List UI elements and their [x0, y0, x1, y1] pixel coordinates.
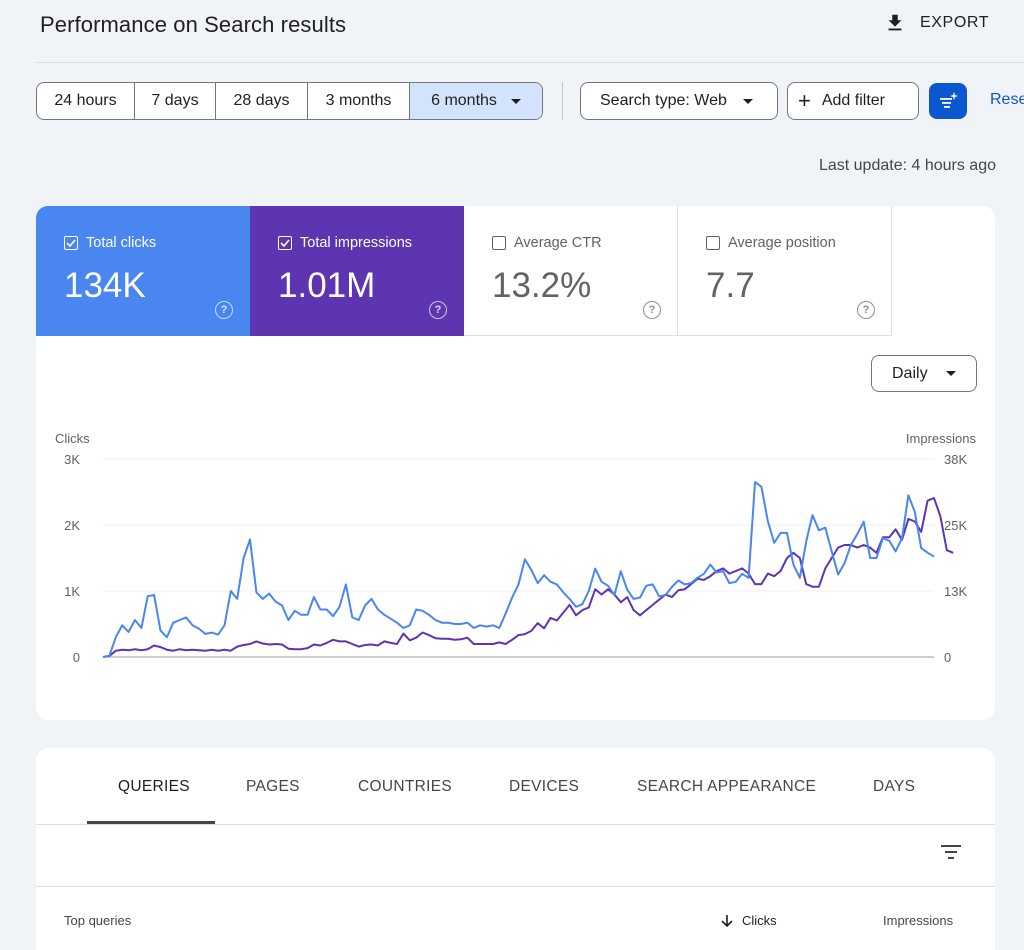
tab-devices[interactable]: DEVICES	[509, 778, 580, 795]
toolbar-divider	[562, 82, 563, 120]
x-tick-label: 12/25/25	[442, 674, 493, 676]
filter-list-icon[interactable]	[940, 843, 962, 861]
x-tick-label: 2/1/26	[692, 674, 728, 676]
help-icon[interactable]: ?	[643, 301, 661, 319]
add-filter-button[interactable]: + Add filter	[787, 82, 919, 120]
metric-label-row: Average position	[706, 235, 836, 251]
date-range-selector: 24 hours 7 days 28 days 3 months 6 month…	[36, 82, 543, 120]
metric-label-row: Total impressions	[278, 235, 412, 251]
checkbox-unchecked-icon[interactable]	[492, 236, 506, 250]
chevron-down-icon	[742, 98, 753, 104]
left-tick-label: 0	[73, 650, 80, 665]
metric-label: Total impressions	[300, 235, 413, 251]
clicks-series-line	[102, 481, 935, 658]
metric-value: 13.2%	[492, 266, 592, 305]
metric-total-clicks[interactable]: Total clicks 134K ?	[36, 206, 250, 336]
plus-icon: +	[798, 88, 811, 113]
ai-filter-button[interactable]	[929, 83, 967, 119]
metric-value: 1.01M	[278, 266, 376, 305]
range-label: 7 days	[151, 92, 199, 109]
performance-card: Total clicks 134K ? Total impressions 1.…	[36, 206, 995, 720]
filter-toolbar: 24 hours 7 days 28 days 3 months 6 month…	[36, 82, 1024, 120]
range-label: 28 days	[233, 92, 290, 109]
right-tick-label: 38K	[944, 452, 967, 467]
chevron-down-icon	[945, 371, 956, 376]
metric-label: Average CTR	[514, 235, 602, 251]
checkbox-unchecked-icon[interactable]	[706, 236, 720, 250]
metric-average-ctr[interactable]: Average CTR 13.2% ?	[464, 206, 678, 336]
column-header-top-queries[interactable]: Top queries	[64, 913, 132, 928]
x-tick-label: 10/29/25	[78, 674, 129, 676]
tab-countries[interactable]: COUNTRIES	[358, 778, 452, 795]
metric-label: Average position	[728, 235, 836, 251]
x-tick-label: 2/20/26	[810, 674, 853, 676]
left-tick-label: 1K	[64, 584, 80, 599]
metric-total-impressions[interactable]: Total impressions 1.01M ?	[250, 206, 464, 336]
active-tab-indicator	[87, 821, 215, 824]
right-tick-label: 13K	[944, 584, 967, 599]
performance-chart: Clicks Impressions 0 0 1K 13K 2K 25K 3K 38K 10/29/…	[55, 431, 977, 676]
tab-queries[interactable]: QUERIES	[118, 778, 190, 795]
help-icon[interactable]: ?	[429, 301, 447, 319]
help-icon[interactable]: ?	[857, 301, 875, 319]
arrow-down-icon	[721, 914, 733, 927]
export-label: EXPORT	[920, 14, 990, 31]
chevron-down-icon	[510, 98, 521, 104]
range-label: 3 months	[325, 92, 392, 109]
add-filter-label: Add filter	[821, 92, 885, 109]
right-tick-label: 0	[944, 650, 951, 665]
export-button[interactable]: EXPORT	[884, 12, 989, 34]
range-7-days[interactable]: 7 days	[135, 83, 216, 119]
page-title: Performance on Search results	[40, 12, 347, 37]
metric-average-position[interactable]: Average position 7.7 ?	[678, 206, 892, 336]
page-header: Performance on Search results EXPORT	[0, 0, 1024, 62]
range-6-months[interactable]: 6 months	[410, 83, 542, 119]
checkbox-checked-icon[interactable]	[278, 236, 292, 250]
tab-search-appearance[interactable]: SEARCH APPEARANCE	[637, 778, 817, 795]
granularity-dropdown[interactable]: Daily	[871, 355, 977, 392]
tabs-divider	[36, 824, 995, 825]
tab-days[interactable]: DAYS	[873, 778, 916, 795]
column-header-clicks[interactable]: Clicks	[720, 913, 777, 928]
column-header-impressions[interactable]: Impressions	[883, 913, 954, 928]
header-divider	[36, 62, 1024, 63]
left-tick-label: 2K	[64, 518, 80, 533]
metric-value: 7.7	[706, 266, 755, 305]
right-tick-label: 25K	[944, 518, 967, 533]
metric-value: 134K	[64, 266, 146, 305]
range-24-hours[interactable]: 24 hours	[37, 83, 135, 119]
search-type-dropdown[interactable]: Search type: Web	[580, 82, 778, 120]
checkbox-checked-icon[interactable]	[64, 236, 78, 250]
impressions-series-line	[102, 497, 954, 658]
right-axis-title: Impressions	[906, 431, 977, 446]
left-tick-label: 3K	[64, 452, 80, 467]
metric-label: Total clicks	[86, 235, 157, 251]
dimension-tabs-card: QUERIES PAGES COUNTRIES DEVICES SEARCH A…	[36, 748, 995, 950]
metric-label-row: Average CTR	[492, 235, 602, 251]
left-axis-title: Clicks	[55, 431, 90, 446]
range-label: 6 months	[431, 92, 497, 109]
x-tick-label: 12/6/25	[324, 674, 367, 676]
last-update-text: Last update: 4 hours ago	[818, 157, 996, 174]
range-label: 24 hours	[54, 92, 117, 109]
granularity-label: Daily	[892, 364, 928, 382]
help-icon[interactable]: ?	[215, 301, 233, 319]
table-header-divider	[36, 886, 995, 887]
tab-pages[interactable]: PAGES	[246, 778, 300, 795]
reset-link[interactable]: Reset	[990, 91, 1024, 108]
search-type-label: Search type: Web	[600, 92, 727, 109]
x-tick-label: 1/13/26	[567, 674, 610, 676]
sparkle-filter-icon	[940, 92, 958, 108]
x-tick-label: 11/17/25	[200, 674, 250, 676]
range-28-days[interactable]: 28 days	[216, 83, 308, 119]
column-header-label: Clicks	[742, 913, 777, 928]
metric-label-row: Total clicks	[64, 235, 156, 251]
download-icon	[888, 14, 902, 31]
range-3-months[interactable]: 3 months	[308, 83, 410, 119]
